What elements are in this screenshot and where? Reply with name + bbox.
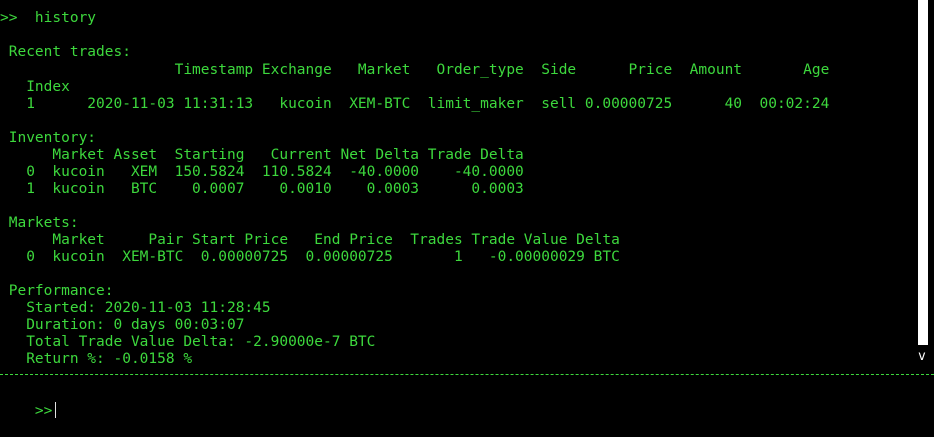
markets-header: Market Pair Start Price End Price Trades…	[0, 232, 620, 248]
performance-title: Performance:	[0, 283, 114, 299]
command-input-row[interactable]: >>	[0, 385, 934, 419]
output-pane[interactable]: >> history Recent trades: Timestamp Exch…	[0, 0, 916, 372]
recent-trades-header: Timestamp Exchange Market Order_type Sid…	[0, 62, 830, 78]
recent-trades-index-header: Index	[0, 79, 70, 95]
command-echo: >> history	[0, 10, 97, 26]
text-cursor	[55, 402, 57, 418]
scroll-down-indicator[interactable]: v	[918, 349, 926, 364]
performance-total-trade-value-delta: Total Trade Value Delta: -2.90000e-7 BTC	[0, 334, 376, 350]
markets-row: 0 kucoin XEM-BTC 0.00000725 0.00000725 1…	[0, 249, 620, 265]
terminal-window: >> history Recent trades: Timestamp Exch…	[0, 0, 934, 419]
performance-started: Started: 2020-11-03 11:28:45	[0, 300, 271, 316]
prompt-symbol: >>	[34, 403, 53, 419]
performance-return: Return %: -0.0158 %	[0, 351, 193, 367]
performance-duration: Duration: 0 days 00:03:07	[0, 317, 245, 333]
inventory-row-xem: 0 kucoin XEM 150.5824 110.5824 -40.0000 …	[0, 164, 524, 180]
output-scrollbar[interactable]	[918, 0, 928, 345]
input-divider	[0, 374, 934, 375]
recent-trade-row: 1 2020-11-03 11:31:13 kucoin XEM-BTC lim…	[0, 96, 830, 112]
recent-trades-title: Recent trades:	[0, 44, 131, 60]
inventory-title: Inventory:	[0, 130, 97, 146]
inventory-header: Market Asset Starting Current Net Delta …	[0, 147, 524, 163]
markets-title: Markets:	[0, 215, 79, 231]
inventory-row-btc: 1 kucoin BTC 0.0007 0.0010 0.0003 0.0003	[0, 181, 524, 197]
